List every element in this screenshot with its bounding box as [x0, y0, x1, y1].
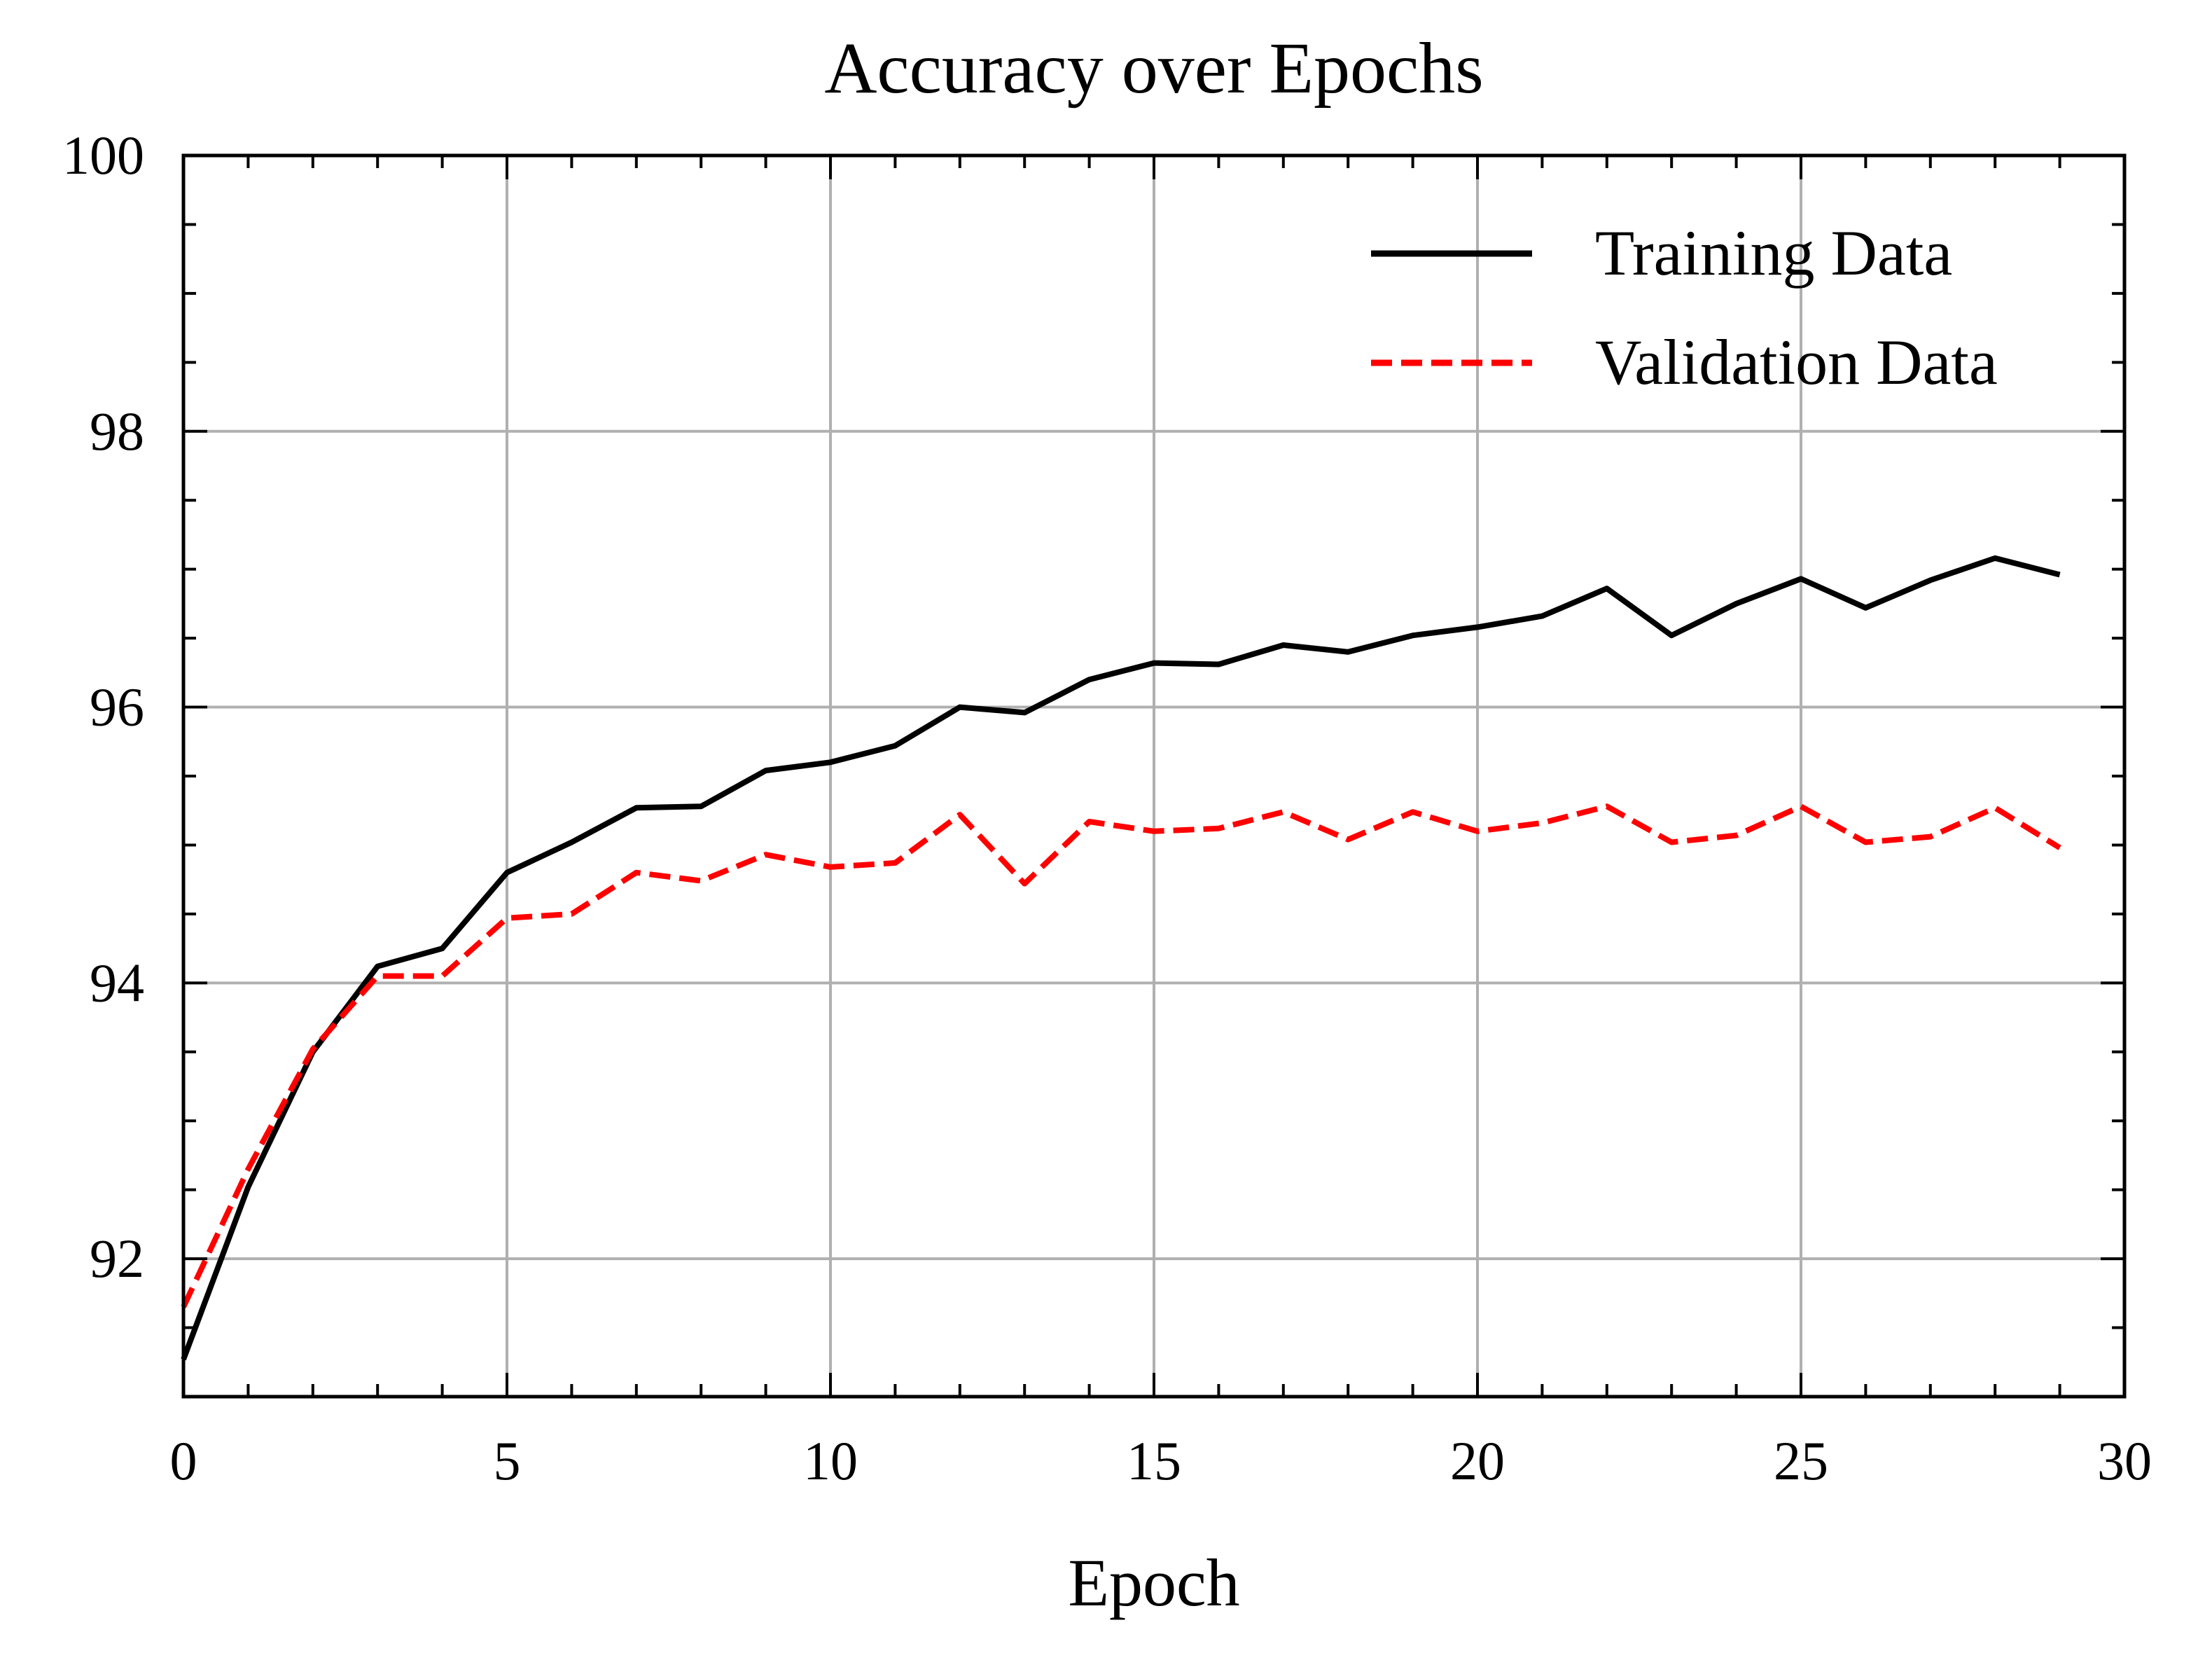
legend-label: Validation Data	[1595, 326, 1998, 398]
y-tick-label: 92	[90, 1228, 144, 1289]
y-tick-label: 94	[90, 952, 144, 1013]
x-tick-label: 5	[494, 1430, 521, 1491]
x-axis-label: Epoch	[1068, 1545, 1239, 1620]
legend-label: Training Data	[1595, 217, 1952, 289]
x-tick-label: 0	[170, 1430, 197, 1491]
legend: Training Data Validation Data	[1371, 217, 1998, 398]
series-lines	[181, 555, 2061, 1361]
x-tick-label: 30	[2097, 1430, 2152, 1491]
y-tick-label: 98	[90, 401, 144, 462]
x-tick-label: 15	[1127, 1430, 1181, 1491]
y-tick-label: 96	[90, 677, 144, 738]
series-line-training	[181, 555, 2061, 1361]
axis-ticks	[182, 154, 2126, 1398]
x-tick-label: 25	[1774, 1430, 1828, 1491]
tick-labels: 0 5 10 15 20 25 30 92 94 96 98 100	[62, 125, 2152, 1491]
chart-title: Accuracy over Epochs	[824, 28, 1483, 109]
y-tick-label: 100	[62, 125, 144, 186]
x-tick-label: 10	[803, 1430, 858, 1491]
x-tick-label: 20	[1450, 1430, 1505, 1491]
series-line-validation	[181, 803, 2061, 1308]
